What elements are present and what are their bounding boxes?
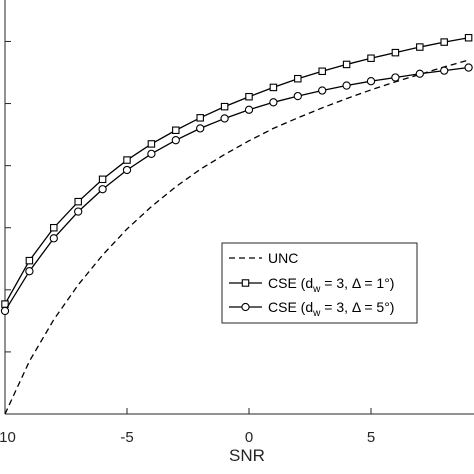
data-point <box>196 124 205 133</box>
data-point <box>0 306 10 316</box>
legend-marker <box>241 279 250 287</box>
data-point <box>440 38 448 46</box>
data-point <box>220 114 229 123</box>
data-point <box>74 207 83 216</box>
legend-label: CSE (dw = 3, Δ = 5°) <box>268 299 394 319</box>
data-point <box>318 67 326 76</box>
legend-label: UNC <box>268 250 298 266</box>
data-point <box>50 223 58 232</box>
legend: UNC CSE (dw = 3, Δ = 1°) CSE (dw = 3, Δ = … <box>221 242 418 324</box>
data-point <box>49 234 58 243</box>
legend-marker <box>241 302 250 312</box>
data-point <box>25 256 34 265</box>
data-point <box>245 92 253 101</box>
data-point <box>342 60 351 69</box>
data-point <box>244 105 254 114</box>
data-point <box>123 156 131 164</box>
data-point <box>147 140 156 148</box>
data-point <box>147 149 156 158</box>
data-point <box>122 165 132 175</box>
data-point <box>25 267 34 276</box>
data-point <box>440 66 449 75</box>
x-tick-label: 0 <box>245 429 253 446</box>
x-ticks: -10 -5 0 5 <box>0 408 375 446</box>
data-point <box>196 114 204 122</box>
data-point <box>391 73 400 82</box>
data-point <box>464 33 473 42</box>
data-point <box>98 185 107 194</box>
series-1 <box>4 59 469 415</box>
data-point <box>416 43 424 51</box>
legend-entry: UNC <box>229 250 298 266</box>
axes-box <box>4 0 474 415</box>
data-point <box>342 81 351 90</box>
x-tick-label: -5 <box>120 429 133 446</box>
data-point <box>171 136 180 145</box>
x-tick-label: -10 <box>0 429 16 446</box>
data-point <box>318 86 327 95</box>
legend-entry: CSE (dw = 3, Δ = 1°) <box>229 275 394 295</box>
x-tick-label: 5 <box>367 429 375 446</box>
legend-label: CSE (dw = 3, Δ = 1°) <box>268 275 394 295</box>
data-point <box>464 63 473 72</box>
series-layer <box>0 33 473 415</box>
series-3 <box>0 63 473 316</box>
series-2 <box>1 33 473 308</box>
series-line <box>4 37 469 305</box>
data-point <box>293 91 302 101</box>
legend-entry: CSE (dw = 3, Δ = 5°) <box>229 299 394 319</box>
data-point <box>220 102 229 111</box>
data-point <box>366 77 376 86</box>
series-line <box>4 59 469 415</box>
data-point <box>415 69 424 78</box>
y-ticks <box>5 40 11 415</box>
data-point <box>367 54 375 62</box>
data-point <box>269 83 278 92</box>
x-axis-label: SNR <box>229 446 265 465</box>
data-point <box>74 197 82 206</box>
data-point <box>98 175 107 184</box>
data-point <box>269 98 278 107</box>
data-point <box>294 74 302 83</box>
data-point <box>391 48 400 57</box>
data-point <box>172 126 180 135</box>
